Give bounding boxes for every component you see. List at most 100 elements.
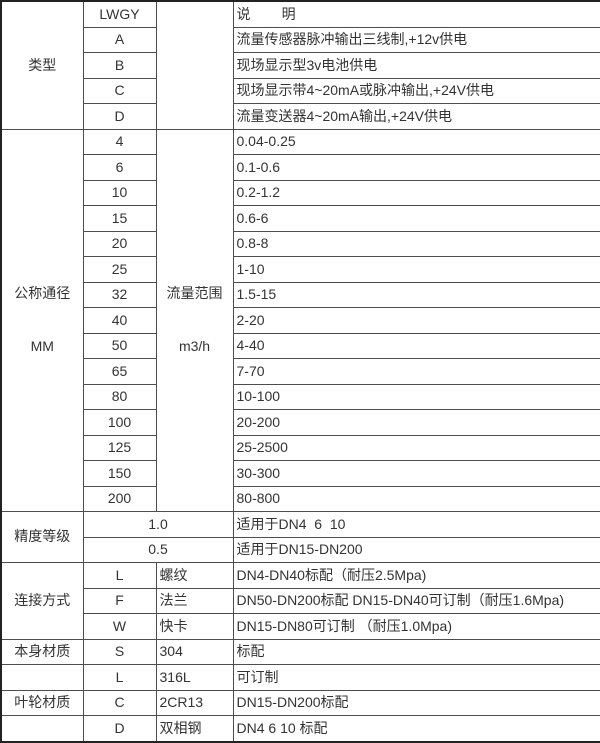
material-desc-cell: 标配 bbox=[232, 638, 600, 666]
table-row: 32 1.5-15 bbox=[1, 281, 600, 309]
table-row: 公称通径 MM 4 流量范围 m3/h 0.04-0.25 bbox=[0, 128, 600, 513]
flow-range-value-cell: 0.1-0.6 bbox=[232, 154, 600, 181]
table-row: 15 0.6-6 bbox=[1, 205, 600, 232]
connection-code-cell: L bbox=[82, 562, 157, 589]
flow-range-value-cell: 10-100 bbox=[232, 383, 600, 411]
material-desc-cell: 可订制 bbox=[232, 664, 600, 691]
connection-name-cell: 法兰 bbox=[155, 587, 234, 615]
connection-label-cell: 连接方式 bbox=[0, 562, 84, 640]
table-row: B 现场显示型3v电池供电 bbox=[1, 52, 600, 79]
flow-range-value-cell: 0.2-1.2 bbox=[232, 179, 600, 207]
table-row: 10 0.2-1.2 bbox=[1, 179, 600, 207]
empty-spacer-cell bbox=[155, 0, 234, 130]
table-row: W 快卡 DN15-DN80可订制 （耐压1.0Mpa) bbox=[1, 613, 600, 640]
diameter-label-line2: MM bbox=[30, 337, 54, 354]
table-row: C 现场显示带4~20mA或脉冲输出,+24V供电 bbox=[1, 77, 600, 105]
accuracy-desc-cell: 适用于DN15-DN200 bbox=[232, 536, 600, 564]
dn-value-cell: 32 bbox=[82, 281, 157, 309]
dn-value-cell: 4 bbox=[82, 128, 157, 156]
connection-name-cell: 快卡 bbox=[155, 613, 234, 640]
table-row: 100 20-200 bbox=[1, 409, 600, 436]
flow-range-value-cell: 20-200 bbox=[232, 409, 600, 436]
type-desc-cell: 现场显示型3v电池供电 bbox=[232, 52, 600, 79]
material-desc-cell: DN4 6 10 标配 bbox=[232, 715, 600, 743]
dn-value-cell: 15 bbox=[82, 205, 157, 232]
type-desc-cell: 流量变送器4~20mA输出,+24V供电 bbox=[232, 103, 600, 130]
dn-value-cell: 100 bbox=[82, 409, 157, 436]
flow-range-value-cell: 4-40 bbox=[232, 332, 600, 360]
material-code-cell: C bbox=[82, 689, 157, 717]
impeller-material-label-cell: 叶轮材质 bbox=[0, 689, 84, 717]
dn-value-cell: 80 bbox=[82, 383, 157, 411]
connection-name-cell: 螺纹 bbox=[155, 562, 234, 589]
table-row: 叶轮材质 C 2CR13 DN15-DN200标配 bbox=[0, 689, 600, 717]
flow-range-value-cell: 1-10 bbox=[232, 256, 600, 283]
dn-value-cell: 125 bbox=[82, 434, 157, 462]
dn-value-cell: 6 bbox=[82, 154, 157, 181]
connection-code-cell: W bbox=[82, 613, 157, 640]
flow-range-value-cell: 0.6-6 bbox=[232, 205, 600, 232]
type-desc-cell: 现场显示带4~20mA或脉冲输出,+24V供电 bbox=[232, 77, 600, 105]
dn-value-cell: 50 bbox=[82, 332, 157, 360]
connection-desc-cell: DN4-DN40标配（耐压2.5Mpa) bbox=[232, 562, 600, 589]
material-code-cell: D bbox=[82, 715, 157, 743]
table-row: 65 7-70 bbox=[1, 358, 600, 385]
flow-range-value-cell: 2-20 bbox=[232, 307, 600, 334]
dn-value-cell: 40 bbox=[82, 307, 157, 334]
accuracy-grade-cell: 1.0 bbox=[82, 511, 234, 538]
table-row: A 流量传感器脉冲输出三线制,+12v供电 bbox=[1, 26, 600, 54]
dn-value-cell: 25 bbox=[82, 256, 157, 283]
flow-range-value-cell: 0.8-8 bbox=[232, 230, 600, 258]
material-name-cell: 304 bbox=[155, 638, 234, 666]
dn-value-cell: 200 bbox=[82, 485, 157, 513]
table-row: 6 0.1-0.6 bbox=[1, 154, 600, 181]
table-row: 40 2-20 bbox=[1, 307, 600, 334]
desc-header-cell: 说 明 bbox=[232, 0, 600, 28]
table-row: 类型 LWGY 说 明 bbox=[0, 0, 600, 130]
table-row: D 流量变送器4~20mA输出,+24V供电 bbox=[1, 103, 600, 130]
empty-label-cell bbox=[0, 715, 84, 743]
diameter-label-line1: 公称通径 bbox=[14, 285, 71, 302]
dn-value-cell: 150 bbox=[82, 460, 157, 487]
material-name-cell: 双相钢 bbox=[155, 715, 234, 743]
material-name-cell: 2CR13 bbox=[155, 689, 234, 717]
diameter-label-cell: 公称通径 MM bbox=[0, 128, 84, 513]
model-header-cell: LWGY bbox=[82, 0, 157, 28]
body-material-label-cell: 本身材质 bbox=[0, 638, 84, 666]
table-row: 连接方式 L 螺纹 DN4-DN40标配（耐压2.5Mpa) bbox=[0, 562, 600, 640]
flow-range-label-cell: 流量范围 m3/h bbox=[155, 128, 234, 513]
flow-range-value-cell: 0.04-0.25 bbox=[232, 128, 600, 156]
table-row: 0.5 适用于DN15-DN200 bbox=[1, 536, 600, 564]
type-code-cell: A bbox=[82, 26, 157, 54]
flow-range-value-cell: 30-300 bbox=[232, 460, 600, 487]
flow-range-label-line1: 流量范围 bbox=[166, 285, 223, 302]
table-row: L 316L 可订制 bbox=[0, 664, 600, 691]
accuracy-desc-cell: 适用于DN4 6 10 bbox=[232, 511, 600, 538]
table-row: 200 80-800 bbox=[1, 485, 600, 513]
table-row: 精度等级 1.0 适用于DN4 6 10 bbox=[0, 511, 600, 564]
flow-range-value-cell: 25-2500 bbox=[232, 434, 600, 462]
table-row: 125 25-2500 bbox=[1, 434, 600, 462]
dn-value-cell: 20 bbox=[82, 230, 157, 258]
table-row: 80 10-100 bbox=[1, 383, 600, 411]
connection-desc-cell: DN50-DN200标配 DN15-DN40可订制（耐压1.6Mpa) bbox=[232, 587, 600, 615]
table-row: F 法兰 DN50-DN200标配 DN15-DN40可订制（耐压1.6Mpa) bbox=[1, 587, 600, 615]
material-code-cell: L bbox=[82, 664, 157, 691]
flow-range-label-line2: m3/h bbox=[178, 337, 211, 354]
type-desc-cell: 流量传感器脉冲输出三线制,+12v供电 bbox=[232, 26, 600, 54]
type-code-cell: D bbox=[82, 103, 157, 130]
type-code-cell: B bbox=[82, 52, 157, 79]
table-row: 20 0.8-8 bbox=[1, 230, 600, 258]
connection-desc-cell: DN15-DN80可订制 （耐压1.0Mpa) bbox=[232, 613, 600, 640]
table-row: 150 30-300 bbox=[1, 460, 600, 487]
flow-range-value-cell: 1.5-15 bbox=[232, 281, 600, 309]
table-row: 本身材质 S 304 标配 bbox=[0, 638, 600, 666]
empty-label-cell bbox=[0, 664, 84, 691]
type-code-cell: C bbox=[82, 77, 157, 105]
accuracy-label-cell: 精度等级 bbox=[0, 511, 84, 564]
dn-value-cell: 10 bbox=[82, 179, 157, 207]
dn-value-cell: 65 bbox=[82, 358, 157, 385]
material-name-cell: 316L bbox=[155, 664, 234, 691]
material-desc-cell: DN15-DN200标配 bbox=[232, 689, 600, 717]
